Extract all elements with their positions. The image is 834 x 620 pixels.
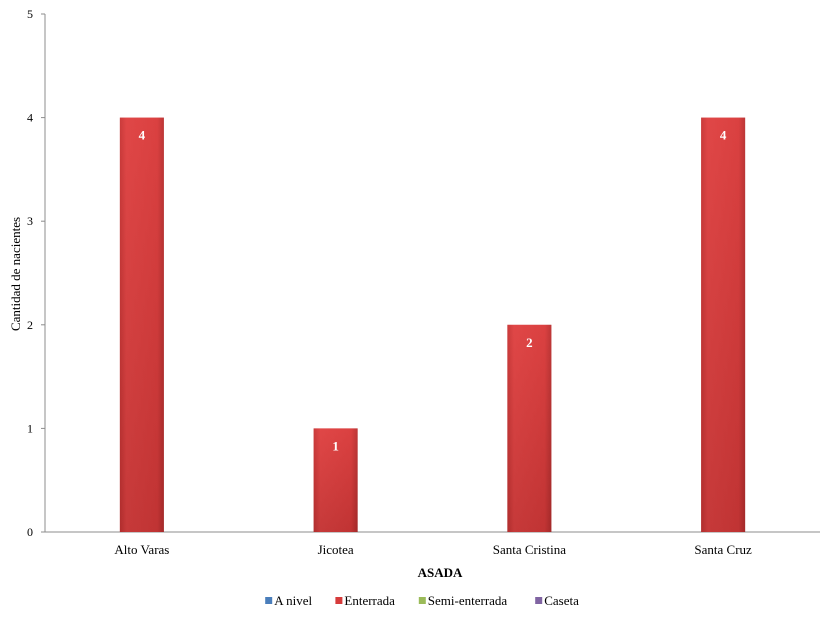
bar-shade: [119, 117, 164, 532]
bar-shade: [701, 117, 746, 532]
x-tick-label: Jicotea: [318, 542, 354, 557]
legend-label: Caseta: [544, 593, 579, 608]
y-tick-label: 1: [27, 421, 33, 435]
legend-swatch: [535, 597, 543, 604]
bar-shade: [507, 324, 552, 532]
legend-label: A nivel: [274, 593, 312, 608]
data-label: 4: [139, 128, 146, 143]
bar-shade: [313, 428, 358, 532]
legend-swatch: [418, 597, 426, 604]
data-label: 1: [332, 438, 339, 453]
legend-swatch: [265, 597, 273, 604]
legend-swatch: [335, 597, 343, 604]
x-tick-label: Alto Varas: [114, 542, 169, 557]
x-tick-label: Santa Cristina: [493, 542, 567, 557]
legend-label: Enterrada: [344, 593, 395, 608]
legend: A nivel Enterrada Semi-enterrada Caseta: [265, 593, 579, 608]
y-tick-label: 2: [27, 318, 33, 332]
y-tick-label: 3: [27, 214, 33, 228]
data-label: 4: [720, 128, 727, 143]
x-tick-label: Santa Cruz: [694, 542, 752, 557]
y-tick-label: 0: [27, 525, 33, 539]
y-tick-label: 4: [27, 111, 33, 125]
x-axis-title: ASADA: [418, 565, 463, 580]
y-tick-label: 5: [27, 7, 33, 21]
legend-label: Semi-enterrada: [428, 593, 508, 608]
data-label: 2: [526, 335, 533, 350]
y-axis-title: Cantidad de nacientes: [8, 217, 23, 331]
